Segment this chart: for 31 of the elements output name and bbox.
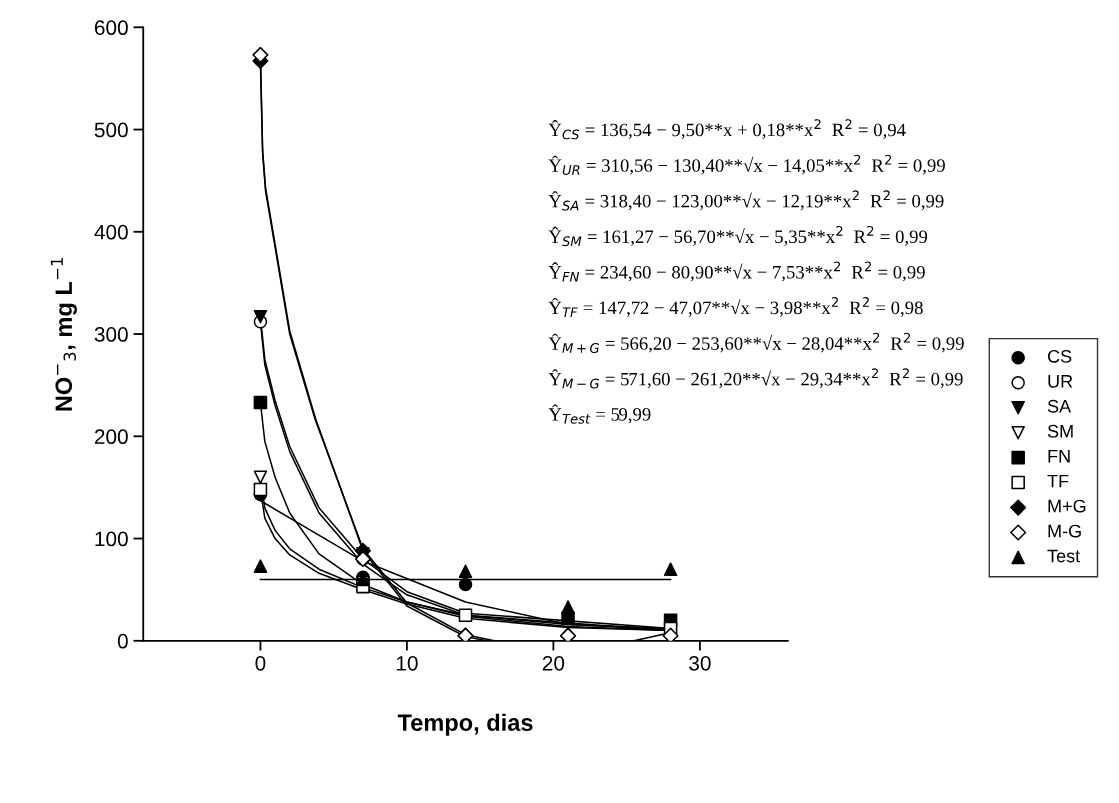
annotation: Ŷ$_{SA}$ = 318,40 − 123,00**√x − 12,19**x$^{2}$ R$^{2}$ = 0,99 (548, 190, 944, 211)
annotation: Ŷ$_{TF}$ = 147,72 − 47,07**√x − 3,98**x$^{2}$ R$^{2}$ = 0,98 (548, 297, 923, 318)
legend-label: M-G (1048, 524, 1081, 538)
legend-label: CS (1047, 349, 1072, 363)
y-tick-label: 200 (94, 429, 128, 445)
x-tick-label: 20 (542, 655, 565, 671)
y-tick-label: 400 (94, 224, 128, 240)
annotation: Ŷ$_{UR}$ = 310,56 − 130,40**√x − 14,05**x$^{2}$ R$^{2}$ = 0,99 (548, 154, 945, 175)
y-tick-label: 600 (94, 20, 128, 36)
x-axis-title: Tempo, dias (397, 713, 533, 736)
annotation: Ŷ$_{FN}$ = 234,60 − 80,90**√x − 7,53**x$^{2}$ R$^{2}$ = 0,99 (548, 261, 925, 282)
x-tick-label: 10 (396, 655, 418, 671)
x-tick-label: 0 (255, 655, 266, 671)
legend-label: Test (1047, 549, 1081, 563)
legend-label: SA (1047, 399, 1072, 413)
y-tick-label: 500 (94, 122, 128, 138)
legend-label: TF (1047, 474, 1069, 488)
legend-label: M+G (1048, 499, 1086, 513)
y-axis-title: NO$^{−}$$_{3}$, mg L$^{−1}$ (50, 258, 77, 411)
annotation: Ŷ$_{M+G}$ = 566,20 − 253,60**√x − 28,04**x$^{2}$ R$^{2}$ = 0,99 (548, 332, 964, 353)
legend-label: FN (1048, 449, 1070, 463)
annotation: Ŷ$_{SM}$ = 161,27 − 56,70**√x − 5,35**x$^{2}$ R$^{2}$ = 0,99 (548, 225, 928, 247)
annotation: Ŷ$_{CS}$ = 136,54 − 9,50**x + 0,18**x$^{2}$ R$^{2}$ = 0,94 (548, 119, 906, 140)
y-tick-label: 0 (117, 633, 128, 649)
x-tick-label: 30 (689, 655, 711, 671)
y-tick-label: 100 (95, 531, 128, 547)
legend-label: SM (1047, 424, 1073, 438)
annotation: Ŷ$_{Test}$ = 59,99 (548, 404, 651, 424)
legend-label: UR (1048, 375, 1073, 388)
y-tick-label: 300 (94, 327, 128, 342)
annotation: Ŷ$_{M−G}$ = 571,60 − 261,20**√x − 29,34**x$^{2}$ R$^{2}$ = 0,99 (548, 368, 963, 389)
